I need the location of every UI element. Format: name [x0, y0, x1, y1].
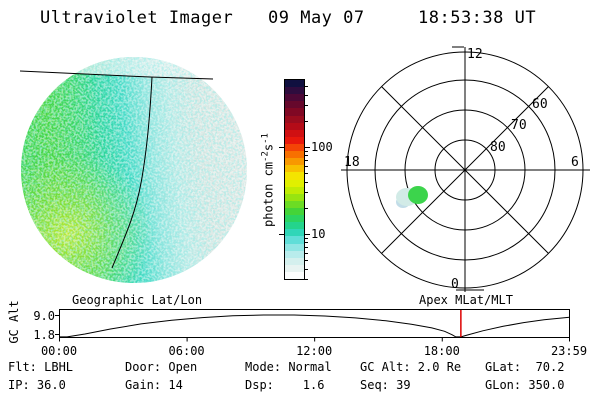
time-axis-label-0000: 00:00 [40, 344, 78, 358]
y-tick-9: 9.0 [33, 309, 55, 323]
status-gain: Gain: 14 [125, 378, 183, 392]
status-ip: IP: 36.0 [8, 378, 66, 392]
timeline-y-axis-label: GC Alt [7, 300, 21, 344]
mlt-axis-diagonal-2 [381, 86, 549, 254]
colorbar-unit-mid: s [261, 143, 276, 152]
timeline-right-title: Apex MLat/MLT [419, 293, 513, 307]
colorbar-unit-sup2: -1 [260, 133, 271, 144]
mlt-label-18: 18 [344, 155, 360, 170]
mlat-label-70: 70 [511, 118, 527, 133]
timeline-left-title: Geographic Lat/Lon [72, 293, 203, 307]
status-dsp: Dsp: 1.6 [245, 378, 325, 392]
blob-core [408, 186, 428, 204]
status-mode: Mode: Normal [245, 360, 332, 374]
overlay-line-meridian [111, 76, 153, 269]
colorbar [284, 79, 305, 280]
colorbar-unit-sup1: -2 [260, 151, 271, 162]
status-flt: Flt: LBHL [8, 360, 74, 374]
disk-noise-cyan [21, 57, 247, 283]
auroral-emission-blob [396, 186, 428, 208]
orbit-altitude-plot [55, 309, 570, 342]
status-door: Door: Open [125, 360, 198, 374]
timeline-frame [59, 309, 570, 338]
time-axis-label-1800: 18:00 [423, 344, 460, 358]
mlt-label-6: 6 [571, 155, 579, 170]
time-axis-label-2359: 23:59 [550, 344, 588, 358]
colorbar-unit-base: photon cm [261, 161, 276, 227]
mlt-label-0: 0 [451, 277, 459, 292]
x-tick-marks [59, 337, 570, 342]
colorbar-tick-10: 10 [311, 227, 326, 241]
status-seq: Seq: 39 [360, 378, 411, 392]
header-date: 09 May 07 [268, 8, 365, 28]
y-tick-1.8: 1.8 [33, 328, 55, 342]
uv-disk-image [20, 57, 247, 283]
header-time: 18:53:38 UT [418, 8, 537, 28]
colorbar-tick-100: 100 [311, 140, 333, 154]
overlay-line-horizontal [20, 70, 214, 80]
status-glat: GLat: 70.2 [485, 360, 565, 374]
polar-grid-plot: 12 18 6 0 60 70 80 [341, 46, 590, 292]
page-title: Ultraviolet Imager [40, 8, 234, 28]
status-gc-alt: GC Alt: 2.0 Re [360, 360, 462, 374]
mlat-label-60: 60 [532, 97, 548, 112]
mlt-label-12: 12 [467, 47, 483, 62]
time-axis-label-1200: 12:00 [296, 344, 333, 358]
status-glon: GLon: 350.0 [485, 378, 565, 392]
time-axis-label-0600: 06:00 [168, 344, 205, 358]
mlat-label-80: 80 [490, 140, 506, 155]
colorbar-unit-label: photon cm-2s-1 [261, 133, 276, 227]
gc-alt-curve [59, 314, 570, 338]
